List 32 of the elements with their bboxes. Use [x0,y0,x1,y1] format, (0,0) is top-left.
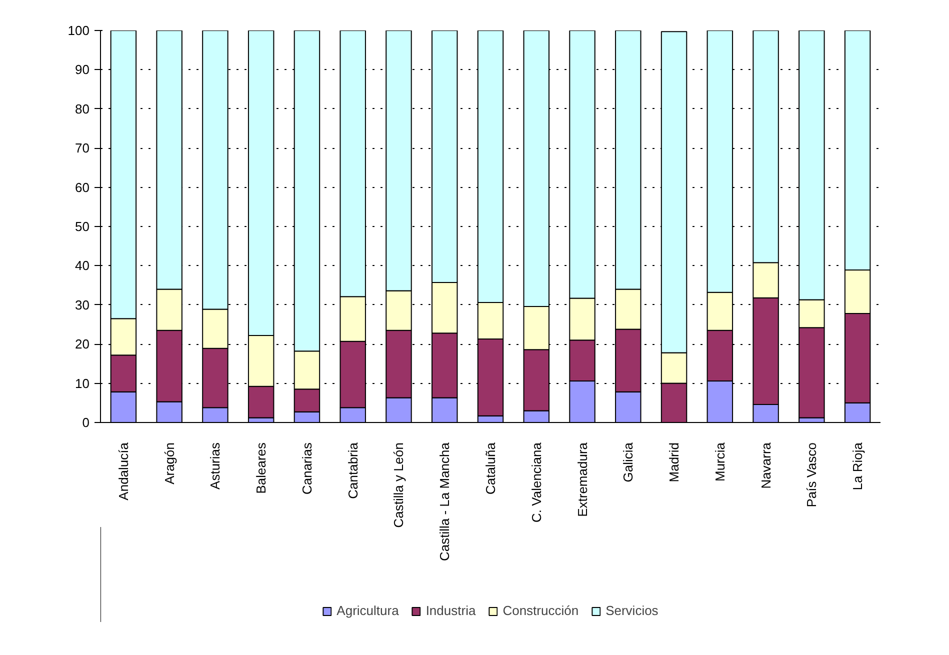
x-tick-label: Extremadura [574,442,590,517]
x-tick-label: Canarias [299,442,314,495]
y-tick-label: 0 [82,415,90,430]
y-tick-label: 90 [75,62,90,78]
x-tick-label: Castilla - La Mancha [437,442,452,561]
x-tick-label: Murcia [712,442,728,482]
legend-label: Agricultura [336,603,399,618]
y-tick-label: 10 [75,376,90,391]
x-tick-label: Madrid [666,442,682,482]
x-tick-label: Cantabria [345,442,360,499]
y-tick-label: 20 [75,336,90,352]
y-tick-label: 100 [68,23,90,38]
y-tick-label: 60 [75,180,90,195]
y-tick-label: 80 [75,101,90,116]
y-tick-label: 50 [75,219,90,234]
legend-label: Industria [426,603,476,618]
x-tick-label: Baleares [254,442,269,494]
x-tick-label: Asturias [208,442,223,490]
x-tick-label: Andalucía [116,442,131,500]
x-tick-label: Castilla y León [391,442,406,528]
y-tick-label: 30 [75,297,90,312]
x-tick-label: Galicia [620,442,636,482]
legend-label: Servicios [606,603,658,618]
x-tick-label: País Vasco [804,442,820,508]
x-tick-label: Cataluña [483,442,498,495]
x-tick-label: La Rioja [850,442,866,490]
y-tick-label: 70 [75,140,90,156]
legend-label: Construcción [502,603,579,618]
y-tick-label: 40 [75,258,90,274]
x-tick-label: Navarra [758,442,774,489]
x-tick-label: C. Valenciana [528,442,544,522]
x-tick-label: Aragón [162,442,177,484]
